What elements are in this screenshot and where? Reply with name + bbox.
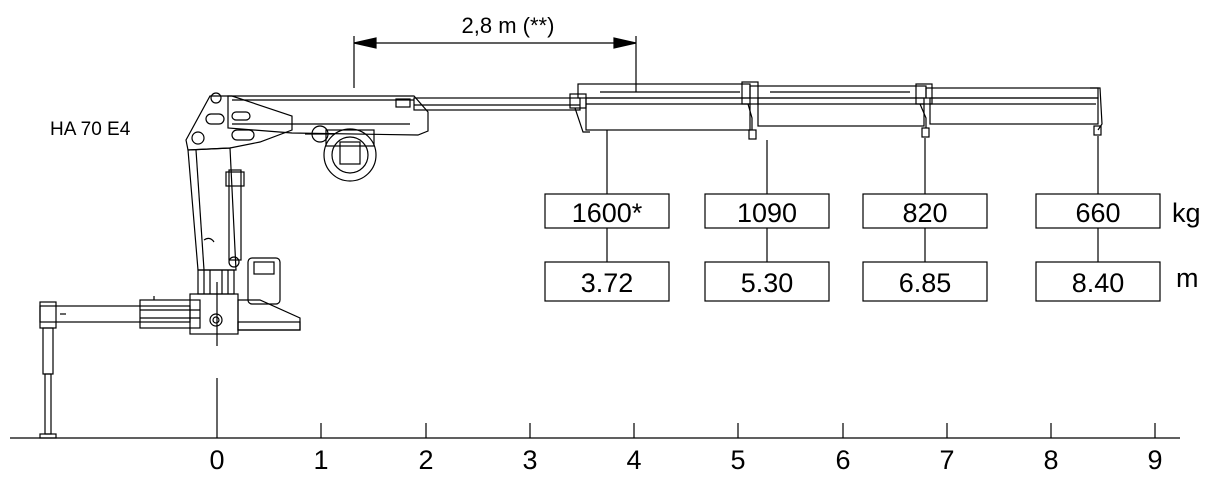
boom-knuckle <box>185 92 293 151</box>
load-value-4: 660 <box>1075 198 1120 228</box>
load-box-1 <box>544 193 670 229</box>
axis-tick-label-1: 1 <box>313 445 328 474</box>
axis-tick-label-0: 0 <box>209 445 224 474</box>
reach-value-4: 8.40 <box>1072 268 1125 298</box>
reach-box-4 <box>1035 261 1161 302</box>
load-unit-label: kg <box>1172 198 1201 228</box>
capacity-boxes <box>544 193 1161 302</box>
axis-tick-label-4: 4 <box>626 445 641 474</box>
crane-column <box>187 147 281 305</box>
axis-tick-label-6: 6 <box>835 445 850 474</box>
axis-tick-label-5: 5 <box>730 445 745 474</box>
model-label: HA 70 E4 <box>50 119 131 140</box>
axis-tick-label-7: 7 <box>939 445 954 474</box>
axis-tick-label-8: 8 <box>1043 445 1058 474</box>
load-value-3: 820 <box>902 198 947 228</box>
load-value-1: 1600* <box>572 198 643 228</box>
load-value-2: 1090 <box>737 198 797 228</box>
reach-value-3: 6.85 <box>899 268 952 298</box>
load-box-2 <box>704 193 830 229</box>
extension-dimension-line <box>353 36 637 92</box>
axis-tick-label-9: 9 <box>1147 445 1162 474</box>
axis-tick-label-3: 3 <box>522 445 537 474</box>
reach-box-2 <box>704 261 830 302</box>
reach-value-1: 3.72 <box>581 268 634 298</box>
axis-tick-label-2: 2 <box>418 445 433 474</box>
crane-base-stabilizer <box>39 293 301 439</box>
reach-box-3 <box>862 261 988 302</box>
reach-unit-label: m <box>1176 263 1199 293</box>
load-box-4 <box>1035 193 1161 229</box>
load-box-3 <box>862 193 988 229</box>
winch-drum <box>305 125 377 182</box>
extension-dimension-label: 2,8 m (**) <box>462 13 555 38</box>
capacity-leader-lines <box>606 130 1099 262</box>
reach-value-2: 5.30 <box>741 268 794 298</box>
reach-axis <box>10 282 1180 439</box>
reach-box-1 <box>544 261 670 302</box>
crane-boom <box>227 81 1103 140</box>
